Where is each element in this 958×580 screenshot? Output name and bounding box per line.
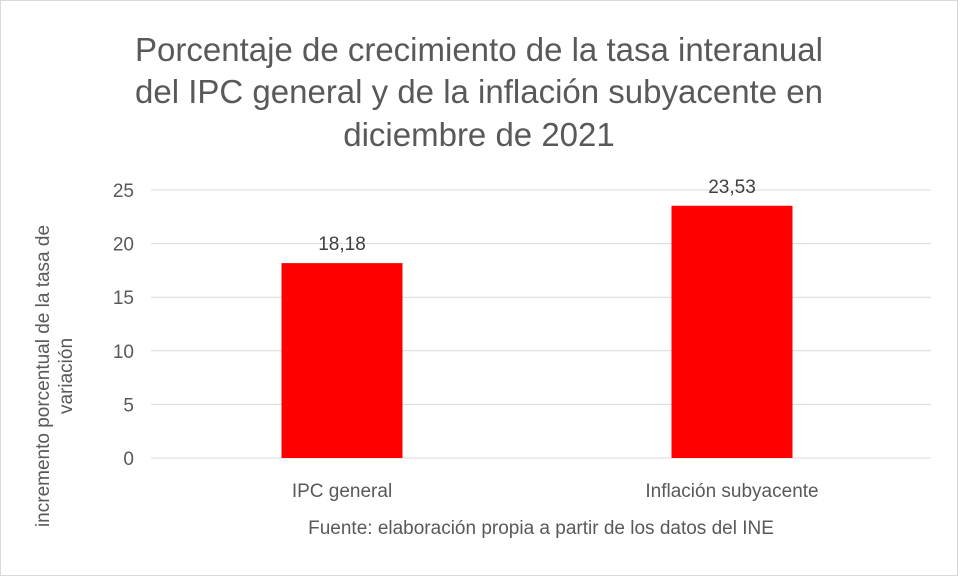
bars xyxy=(281,205,793,458)
chart-title: Porcentaje de crecimiento de la tasa int… xyxy=(135,31,823,153)
y-tick-label: 20 xyxy=(113,235,134,256)
x-axis-tick-labels: IPC general Inflación subyacente xyxy=(292,481,819,502)
bar xyxy=(281,263,403,458)
y-axis-label-line-2: variación xyxy=(56,338,77,414)
y-axis-label: incremento porcentual de la tasa de vari… xyxy=(33,225,77,527)
y-tick-label: 5 xyxy=(123,395,134,416)
data-label: 18,18 xyxy=(318,234,366,255)
data-label: 23,53 xyxy=(708,177,756,198)
gridlines xyxy=(151,189,931,459)
y-tick-label: 25 xyxy=(113,181,134,202)
y-tick-label: 15 xyxy=(113,288,134,309)
y-tick-label: 10 xyxy=(113,342,134,363)
x-tick-label: Inflación subyacente xyxy=(645,481,818,502)
data-labels: 18,18 23,53 xyxy=(318,177,756,255)
x-tick-label: IPC general xyxy=(292,481,392,502)
y-tick-label: 0 xyxy=(123,449,134,470)
bar xyxy=(671,205,793,458)
x-axis-label: Fuente: elaboración propia a partir de l… xyxy=(308,518,774,539)
y-axis-tick-labels: 0 5 10 15 20 25 xyxy=(113,181,134,470)
chart-title-line-2: del IPC general y de la inflación subyac… xyxy=(135,73,823,110)
chart-title-line-3: diciembre de 2021 xyxy=(343,116,615,153)
y-axis-label-line-1: incremento porcentual de la tasa de xyxy=(33,225,54,527)
chart-title-line-1: Porcentaje de crecimiento de la tasa int… xyxy=(135,31,823,68)
